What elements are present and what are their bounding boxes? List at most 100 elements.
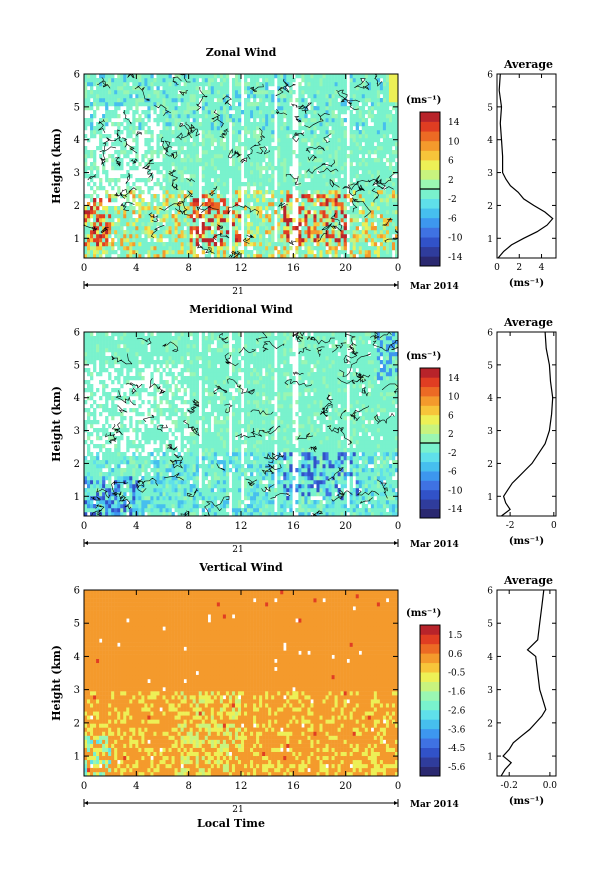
y-tick-label: 2 — [74, 718, 80, 729]
colorbar-swatch — [420, 208, 440, 219]
colorbar-swatch — [420, 471, 440, 481]
x-tick-label: 0 — [81, 521, 87, 532]
x-tick-label: 4 — [133, 781, 139, 792]
colorbar-swatch — [420, 489, 440, 500]
colorbar-swatch — [420, 140, 440, 151]
y-tick-label: 4 — [74, 393, 80, 404]
average-y-tick-label: 5 — [487, 620, 493, 630]
average-x-tick-label: -2 — [506, 521, 515, 531]
colorbar-swatch — [420, 198, 440, 209]
y-tick-label: 5 — [74, 619, 80, 630]
colorbar-tick-label: -4.5 — [448, 744, 466, 754]
colorbar-swatch — [420, 452, 440, 463]
average-profile-line — [497, 73, 554, 259]
date-label: Mar 2014 — [410, 540, 459, 550]
colorbar-swatch — [420, 653, 440, 664]
average-title: Average — [503, 58, 553, 71]
colorbar-tick-label: 2 — [448, 430, 454, 440]
y-tick-label: 4 — [74, 652, 80, 663]
average-y-tick-label: 4 — [487, 394, 493, 404]
y-tick-label: 6 — [74, 328, 80, 339]
colorbar-swatch — [420, 508, 440, 519]
colorbar-swatch — [420, 368, 440, 378]
average-profile: Average 1 2 3 4 5 6 -0.2 0.0 (ms⁻¹) — [487, 574, 557, 807]
average-y-tick-label: 2 — [487, 202, 493, 212]
x-tick-label: 0 — [395, 263, 401, 274]
y-tick-label: 1 — [74, 234, 80, 245]
colorbar-swatch — [420, 396, 440, 406]
colorbar-swatch — [420, 747, 440, 758]
colorbar-swatch — [420, 217, 440, 228]
average-frame — [496, 73, 557, 259]
average-y-tick-label: 6 — [487, 587, 493, 597]
colorbar-swatch — [420, 634, 440, 645]
date-label: Mar 2014 — [410, 800, 459, 810]
y-tick-label: 3 — [74, 168, 80, 179]
colorbar-swatch — [420, 414, 440, 425]
average-title: Average — [503, 316, 553, 329]
contour-lines — [91, 331, 399, 517]
average-x-label: (ms⁻¹) — [509, 536, 544, 547]
average-x-label: (ms⁻¹) — [509, 796, 544, 807]
y-tick-label: 3 — [74, 685, 80, 696]
average-x-tick-label: 4 — [539, 263, 545, 273]
colorbar-swatch — [420, 681, 440, 692]
colorbar-tick-label: -6 — [448, 214, 457, 224]
x-tick-label: 12 — [235, 263, 248, 274]
colorbar-tick-label: -2.6 — [448, 706, 466, 716]
average-title: Average — [503, 574, 553, 587]
average-y-tick-label: 5 — [487, 103, 493, 113]
colorbar-tick-label: 14 — [448, 118, 460, 128]
y-tick-label: 2 — [74, 201, 80, 212]
x-tick-label: 0 — [395, 781, 401, 792]
colorbar-unit: (ms⁻¹) — [406, 351, 441, 362]
colorbar-tick-label: -2 — [448, 195, 457, 205]
colorbar-swatch — [420, 480, 440, 491]
average-y-tick-label: 1 — [487, 235, 493, 245]
colorbar-swatch — [420, 672, 440, 682]
colorbar-swatch — [420, 662, 440, 673]
x-tick-label: 20 — [339, 521, 352, 532]
x-tick-label: 4 — [133, 521, 139, 532]
x-tick-label: 8 — [185, 781, 191, 792]
colorbar-swatch — [420, 112, 440, 122]
day-label: 21 — [232, 287, 243, 297]
x-tick-label: 0 — [395, 521, 401, 532]
colorbar-swatch — [420, 121, 440, 132]
colorbar-swatch — [420, 709, 440, 720]
colorbar-tick-label: -14 — [448, 505, 463, 515]
y-tick-label: 1 — [74, 752, 80, 763]
y-tick-label: 3 — [74, 426, 80, 437]
colorbar-unit: (ms⁻¹) — [406, 608, 441, 619]
average-y-tick-label: 2 — [487, 460, 493, 470]
average-profile: Average 1 2 3 4 5 6 0 2 4 (ms⁻¹) — [487, 58, 557, 289]
x-tick-label: 12 — [235, 781, 248, 792]
colorbar-swatch — [420, 169, 440, 180]
colorbar-swatch — [420, 377, 440, 388]
colorbar-swatch — [420, 386, 440, 397]
colorbar-swatch — [420, 433, 440, 444]
heatmap-cells — [84, 332, 399, 517]
colorbar-tick-label: -5.6 — [448, 763, 466, 773]
y-tick-label: 4 — [74, 135, 80, 146]
y-tick-label: 6 — [74, 70, 80, 81]
average-x-tick-label: 0 — [551, 521, 557, 531]
average-y-tick-label: 1 — [487, 753, 493, 763]
x-tick-label: 0 — [81, 263, 87, 274]
date-label: Mar 2014 — [410, 282, 459, 292]
colorbar-tick-label: 6 — [448, 157, 454, 167]
day-label: 21 — [232, 805, 243, 815]
x-tick-label: 4 — [133, 263, 139, 274]
y-tick-label: 5 — [74, 102, 80, 113]
colorbar-tick-label: -2 — [448, 449, 457, 459]
colorbar-swatch — [420, 766, 440, 777]
average-y-tick-label: 3 — [487, 686, 493, 696]
colorbar-tick-label: -0.5 — [448, 669, 466, 679]
chart-title: Vertical Wind — [198, 561, 283, 574]
heatmap-cells — [84, 590, 399, 777]
day-label: 21 — [232, 545, 243, 555]
average-y-tick-label: 1 — [487, 493, 493, 503]
colorbar-swatch — [420, 150, 440, 161]
x-tick-label: 16 — [287, 263, 300, 274]
